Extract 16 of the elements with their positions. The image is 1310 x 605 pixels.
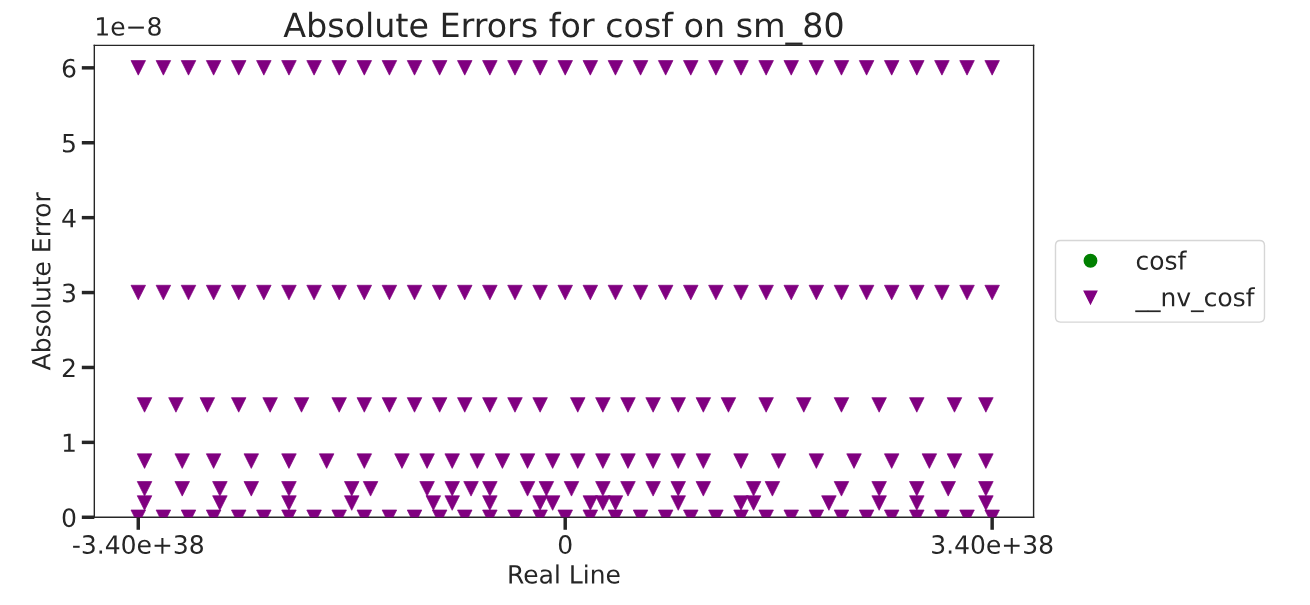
y-tick-label: 3: [62, 283, 75, 303]
y-tick-label: 6: [62, 58, 76, 78]
x-tick-label: 0: [558, 535, 572, 554]
y-tick-label: 4: [62, 208, 76, 228]
legend-label: cosf: [1136, 250, 1187, 270]
x-tick-label: 3.40e+38: [932, 535, 1053, 554]
y-tick-label: 0: [62, 508, 76, 528]
y-tick-label: 5: [62, 134, 75, 153]
chart-title: Absolute Errors for cosf on sm_80: [283, 11, 843, 45]
y-tick-label: 2: [62, 358, 75, 377]
y-axis-title: Absolute Error: [31, 192, 51, 371]
x-axis-title: Real Line: [509, 564, 620, 584]
y-tick-label: 1: [63, 433, 75, 452]
text: 1e−8: [97, 16, 161, 36]
legend-label: __nv_cosf: [1135, 287, 1255, 313]
x-tick-label: -3.40e+38: [73, 535, 203, 554]
